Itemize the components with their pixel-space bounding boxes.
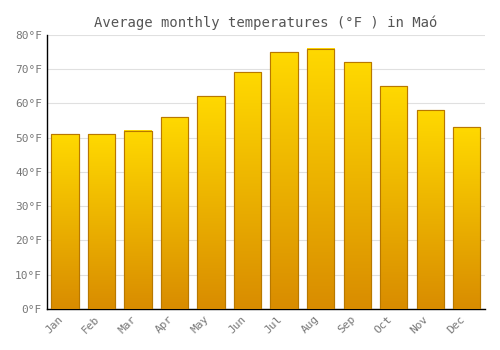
Bar <box>234 72 262 309</box>
Bar <box>380 86 407 309</box>
Bar <box>380 86 407 309</box>
Bar <box>307 49 334 309</box>
Bar <box>416 110 444 309</box>
Bar <box>52 134 79 309</box>
Bar <box>198 97 225 309</box>
Bar <box>307 49 334 309</box>
Bar <box>88 134 116 309</box>
Bar <box>270 52 298 309</box>
Bar <box>344 62 371 309</box>
Title: Average monthly temperatures (°F ) in Maó: Average monthly temperatures (°F ) in Ma… <box>94 15 438 29</box>
Bar <box>198 97 225 309</box>
Bar <box>161 117 188 309</box>
Bar <box>416 110 444 309</box>
Bar <box>52 134 79 309</box>
Bar <box>124 131 152 309</box>
Bar <box>124 131 152 309</box>
Bar <box>453 127 480 309</box>
Bar <box>88 134 116 309</box>
Bar <box>344 62 371 309</box>
Bar <box>453 127 480 309</box>
Bar <box>270 52 298 309</box>
Bar <box>234 72 262 309</box>
Bar <box>161 117 188 309</box>
